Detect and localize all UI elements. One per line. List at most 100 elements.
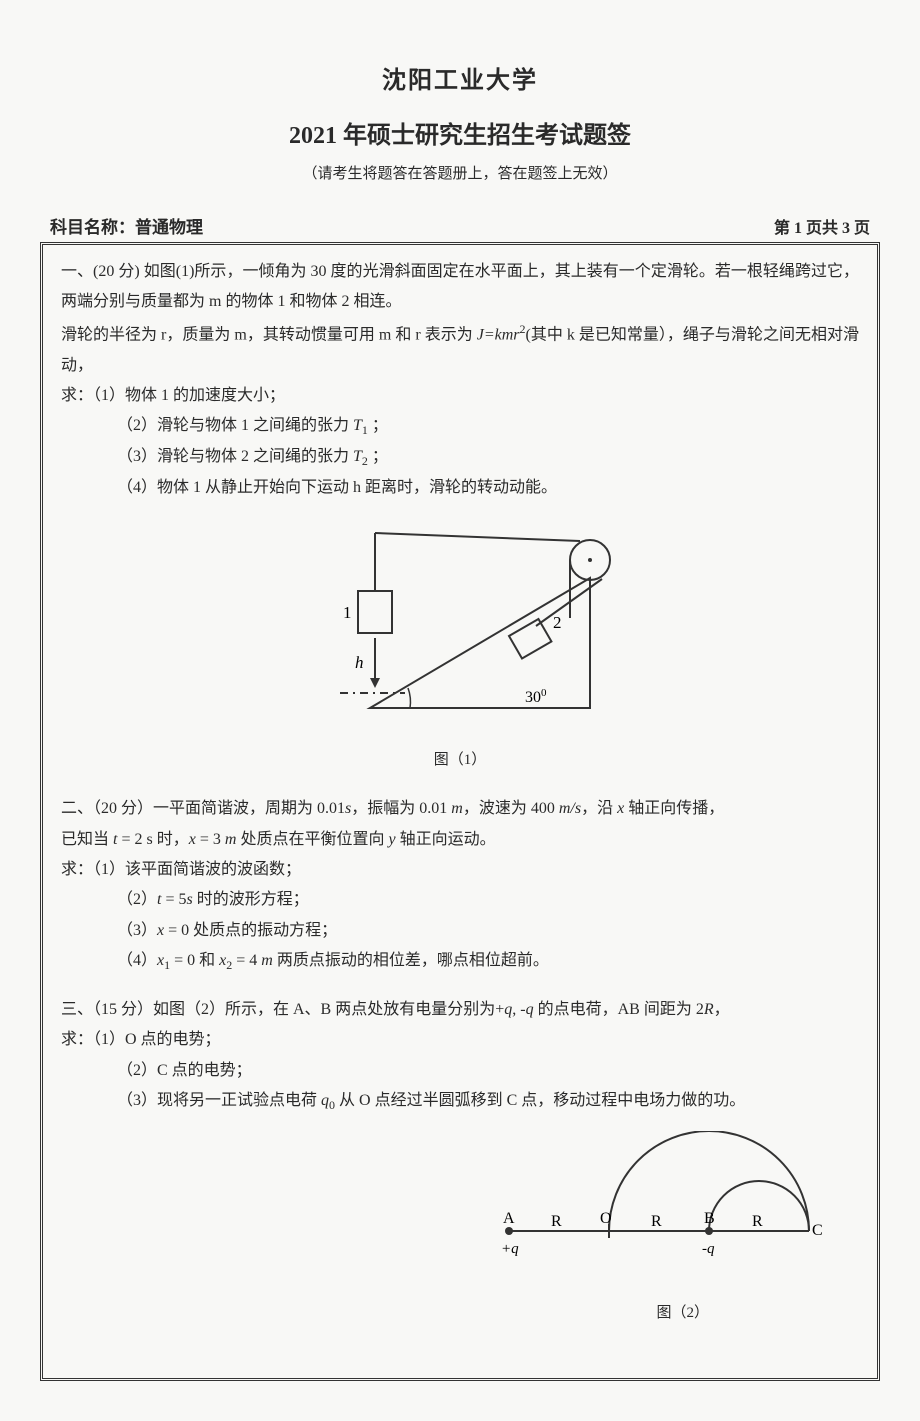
h-arrow <box>370 678 380 688</box>
p1-q3-post: ； <box>368 448 388 465</box>
p2-q4: （4）x1 = 0 和 x2 = 4 m 两质点振动的相位差，哪点相位超前。 <box>117 946 859 977</box>
p2l2-pre: 已知当 <box>61 831 113 848</box>
figure-1-caption: 图（1） <box>61 746 859 775</box>
incline-triangle <box>370 578 590 708</box>
p2-m3: ，沿 <box>581 800 617 817</box>
p2-pre: 二、（20 分）一平面简谐波，周期为 0.01 <box>61 800 345 817</box>
p1-q2-pre: （2）滑轮与物体 1 之间绳的张力 <box>117 417 353 434</box>
figure-2-caption: 图（2） <box>61 1299 859 1328</box>
problem-3: 三、（15 分）如图（2）所示，在 A、B 两点处放有电量分别为+q, -q 的… <box>61 995 859 1328</box>
subject-row: 科目名称：普通物理 第 1 页共 3 页 <box>40 213 880 238</box>
label-plusq: +q <box>501 1241 519 1257</box>
figure-2: A R O R B R C +q -q <box>61 1131 859 1291</box>
p1-l2-formula: J=kmr <box>477 326 520 343</box>
exam-note: （请考生将题答在答题册上，答在题签上无效） <box>40 162 880 183</box>
p2-m1: ，振幅为 0.01 <box>351 800 451 817</box>
p2q4-post: 两质点振动的相位差，哪点相位超前。 <box>273 952 549 969</box>
p2q4-m2: = 4 <box>232 952 261 969</box>
figure-1: 1 2 h 300 <box>61 518 859 738</box>
p3-q2: q <box>526 1001 534 1018</box>
figure-2-svg: A R O R B R C +q -q <box>489 1131 829 1291</box>
angle-label: 300 <box>525 687 547 706</box>
label-minusq: -q <box>702 1241 715 1257</box>
p2l2-y: y <box>388 831 395 848</box>
label-A: A <box>503 1210 515 1227</box>
label-h: h <box>355 653 364 672</box>
block-1 <box>358 591 392 633</box>
charge-A <box>505 1227 513 1235</box>
problem-1-subs: （2）滑轮与物体 1 之间绳的张力 T1 ； （3）滑轮与物体 2 之间绳的张力… <box>61 411 859 503</box>
p3-pre: 三、（15 分）如图（2）所示，在 A、B 两点处放有电量分别为+ <box>61 1001 504 1018</box>
p1-q4: （4）物体 1 从静止开始向下运动 h 距离时，滑轮的转动动能。 <box>117 473 859 503</box>
p2q3-post: = 0 处质点的振动方程； <box>164 922 337 939</box>
problem-1-head: 一、(20 分) 如图(1)所示，一倾角为 30 度的光滑斜面固定在水平面上，其… <box>61 257 859 318</box>
p3-q2: （2）C 点的电势； <box>117 1056 859 1086</box>
p2q4-m1: = 0 和 <box>170 952 219 969</box>
p3-R: R <box>704 1001 714 1018</box>
p3-comma: ， <box>714 1001 730 1018</box>
angle-arc <box>408 688 410 708</box>
p1-l2-pre: 滑轮的半径为 r，质量为 m，其转动惯量可用 m 和 r 表示为 <box>61 326 477 343</box>
label-C: C <box>812 1222 823 1239</box>
problem-3-head: 三、（15 分）如图（2）所示，在 A、B 两点处放有电量分别为+q, -q 的… <box>61 995 859 1025</box>
problem-3-subs: （2）C 点的电势； （3）现将另一正试验点电荷 q0 从 O 点经过半圆弧移到… <box>61 1056 859 1117</box>
label-B: B <box>704 1210 715 1227</box>
p3q3-q: q <box>321 1092 329 1109</box>
label-1: 1 <box>343 603 352 622</box>
problem-1: 一、(20 分) 如图(1)所示，一倾角为 30 度的光滑斜面固定在水平面上，其… <box>61 257 859 774</box>
p3q3-pre: （3）现将另一正试验点电荷 <box>117 1092 321 1109</box>
exam-title: 2021 年硕士研究生招生考试题签 <box>40 115 880 150</box>
label-O: O <box>600 1210 612 1227</box>
exam-page: 沈阳工业大学 2021 年硕士研究生招生考试题签 （请考生将题答在答题册上，答在… <box>0 0 920 1421</box>
p2l2-m2: = 3 <box>196 831 225 848</box>
p2q2-mid: = 5 <box>161 891 186 908</box>
p2l2-x: x <box>189 831 196 848</box>
label-R3: R <box>752 1213 763 1230</box>
figure-1-svg: 1 2 h 300 <box>280 518 640 738</box>
page-header: 沈阳工业大学 2021 年硕士研究生招生考试题签 （请考生将题答在答题册上，答在… <box>40 60 880 183</box>
p2l2-m3: 处质点在平衡位置向 <box>236 831 388 848</box>
p3-mid: , - <box>512 1001 525 1018</box>
p2-post: 轴正向传播， <box>624 800 724 817</box>
problem-2-line2: 已知当 t = 2 s 时，x = 3 m 处质点在平衡位置向 y 轴正向运动。 <box>61 825 859 855</box>
problem-3-ask: 求：（1）O 点的电势； <box>61 1025 859 1055</box>
problem-2-subs: （2）t = 5s 时的波形方程； （3）x = 0 处质点的振动方程； （4）… <box>61 885 859 977</box>
content-frame: 一、(20 分) 如图(1)所示，一倾角为 30 度的光滑斜面固定在水平面上，其… <box>40 242 880 1381</box>
charge-B <box>705 1227 713 1235</box>
p2-ms: m/s <box>559 800 581 817</box>
p1-q2-var: T <box>353 417 362 434</box>
university-name: 沈阳工业大学 <box>40 60 880 95</box>
p1-q3-pre: （3）滑轮与物体 2 之间绳的张力 <box>117 448 353 465</box>
p1-q3-var: T <box>353 448 362 465</box>
block-2-group <box>509 619 551 659</box>
problem-2: 二、（20 分）一平面简谐波，周期为 0.01s，振幅为 0.01 m，波速为 … <box>61 794 859 977</box>
p2l2-m: m <box>225 831 237 848</box>
p2-m: m <box>451 800 463 817</box>
p3q3-post: 从 O 点经过半圆弧移到 C 点，移动过程中电场力做的功。 <box>335 1092 745 1109</box>
label-R2: R <box>651 1213 662 1230</box>
p2-q3: （3）x = 0 处质点的振动方程； <box>117 916 859 946</box>
p2q2-pre: （2） <box>117 891 157 908</box>
p2q3-pre: （3） <box>117 922 157 939</box>
p2l2-m1: = 2 s 时， <box>117 831 188 848</box>
p1-q2-post: ； <box>368 417 388 434</box>
p2-q2: （2）t = 5s 时的波形方程； <box>117 885 859 915</box>
p2q4-m: m <box>261 952 273 969</box>
p2q2-post: 时的波形方程； <box>193 891 309 908</box>
block-2 <box>509 619 551 659</box>
label-2: 2 <box>553 613 562 632</box>
p1-q3: （3）滑轮与物体 2 之间绳的张力 T2 ； <box>117 442 859 473</box>
problem-1-line2: 滑轮的半径为 r，质量为 m，其转动惯量可用 m 和 r 表示为 J=kmr2(… <box>61 318 859 381</box>
p2l2-post: 轴正向运动。 <box>396 831 496 848</box>
problem-2-head: 二、（20 分）一平面简谐波，周期为 0.01s，振幅为 0.01 m，波速为 … <box>61 794 859 824</box>
p3-q3: （3）现将另一正试验点电荷 q0 从 O 点经过半圆弧移到 C 点，移动过程中电… <box>117 1086 859 1117</box>
pulley-center <box>588 558 592 562</box>
p1-q2: （2）滑轮与物体 1 之间绳的张力 T1 ； <box>117 411 859 442</box>
p2-m2: ，波速为 400 <box>463 800 559 817</box>
problem-1-ask: 求：（1）物体 1 的加速度大小； <box>61 381 859 411</box>
label-R1: R <box>551 1213 562 1230</box>
rope-top <box>375 533 580 541</box>
p2q4-pre: （4） <box>117 952 157 969</box>
subject-label: 科目名称：普通物理 <box>50 213 203 238</box>
problem-2-ask: 求：（1）该平面简谐波的波函数； <box>61 855 859 885</box>
